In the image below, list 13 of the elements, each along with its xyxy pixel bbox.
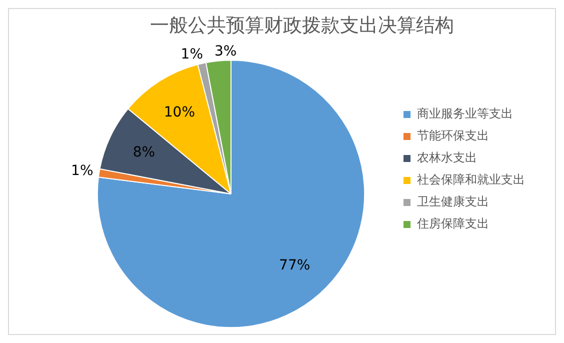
legend-label: 社会保障和就业支出 <box>417 172 525 187</box>
data-label: 77% <box>279 258 310 274</box>
legend-label: 节能环保支出 <box>417 128 489 143</box>
legend-label: 商业服务业等支出 <box>417 106 513 121</box>
data-label: 3% <box>214 44 237 60</box>
legend-label: 卫生健康支出 <box>417 194 489 209</box>
legend-label: 农林水支出 <box>417 150 477 165</box>
data-label: 8% <box>132 144 156 161</box>
data-label: 1% <box>180 46 203 62</box>
data-label: 10% <box>164 104 196 120</box>
legend-label: 住房保障支出 <box>416 216 489 231</box>
chart-title: 一般公共预算财政拨款支出决算结构 <box>150 14 454 36</box>
data-label: 1% <box>71 163 94 180</box>
